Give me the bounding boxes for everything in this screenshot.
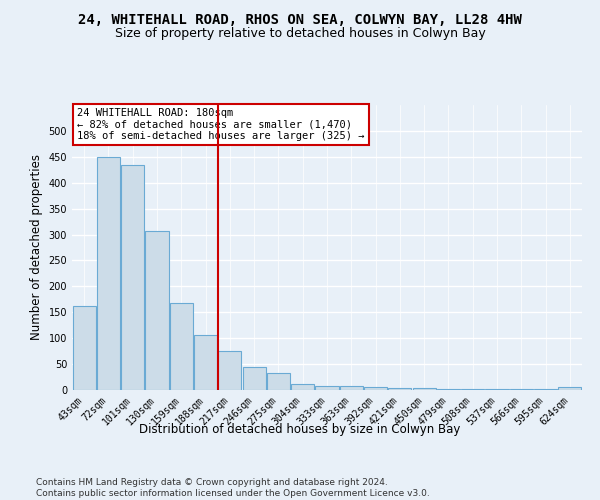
Bar (413, 388, 436, 390)
Text: Contains HM Land Registry data © Crown copyright and database right 2024.
Contai: Contains HM Land Registry data © Crown c… (36, 478, 430, 498)
Bar (194, 334, 217, 390)
Bar (267, 373, 290, 390)
Bar (73, 306, 95, 390)
Bar (97, 157, 120, 390)
Bar (388, 388, 412, 390)
Bar (316, 386, 338, 390)
Bar (534, 389, 557, 390)
Text: Size of property relative to detached houses in Colwyn Bay: Size of property relative to detached ho… (115, 28, 485, 40)
Bar (485, 389, 509, 390)
Bar (121, 164, 144, 390)
Bar (461, 389, 484, 390)
Bar (218, 351, 241, 390)
Bar (242, 366, 266, 390)
Bar (364, 388, 387, 390)
Bar (559, 388, 581, 390)
Bar (340, 386, 363, 390)
Bar (437, 389, 460, 390)
Bar (145, 231, 169, 390)
Bar (510, 389, 533, 390)
Y-axis label: Number of detached properties: Number of detached properties (30, 154, 43, 340)
Bar (170, 303, 193, 390)
Bar (291, 384, 314, 390)
Text: Distribution of detached houses by size in Colwyn Bay: Distribution of detached houses by size … (139, 422, 461, 436)
Text: 24, WHITEHALL ROAD, RHOS ON SEA, COLWYN BAY, LL28 4HW: 24, WHITEHALL ROAD, RHOS ON SEA, COLWYN … (78, 12, 522, 26)
Text: 24 WHITEHALL ROAD: 180sqm
← 82% of detached houses are smaller (1,470)
18% of se: 24 WHITEHALL ROAD: 180sqm ← 82% of detac… (77, 108, 365, 141)
